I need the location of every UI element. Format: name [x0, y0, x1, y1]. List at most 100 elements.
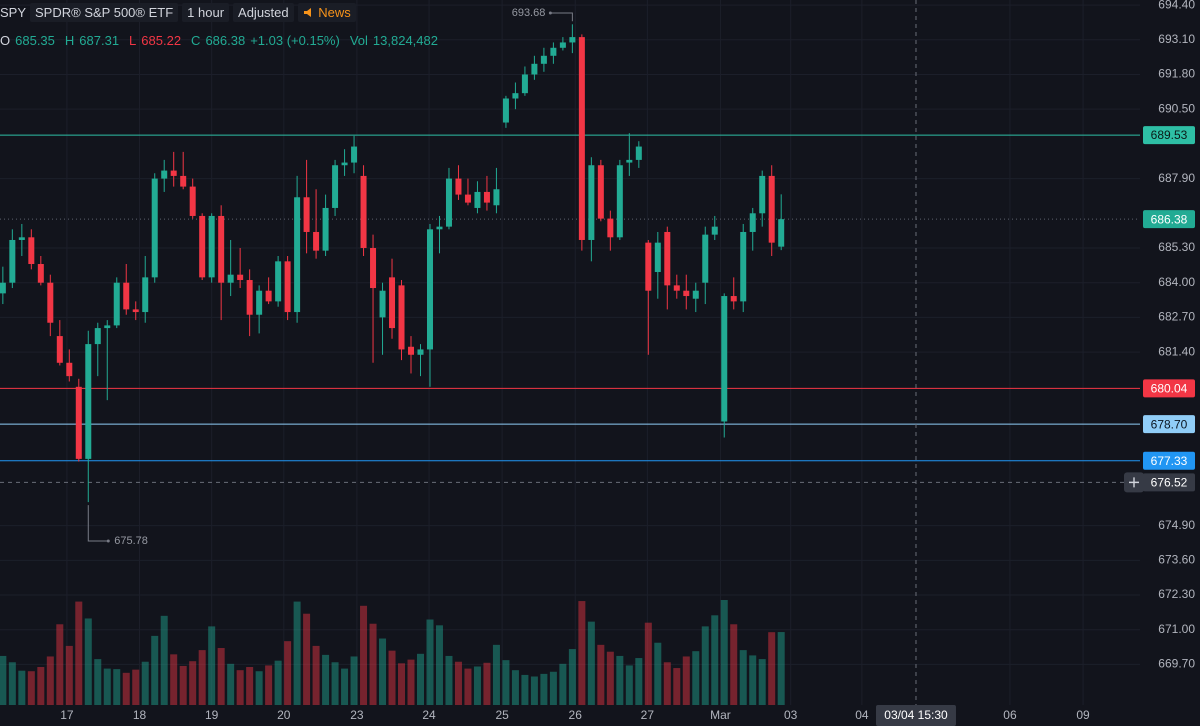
candle-body: [218, 215, 225, 283]
volume-bar: [398, 663, 406, 705]
volume-bar: [483, 662, 491, 705]
volume-bar: [711, 615, 719, 705]
y-tick-label: 671.00: [1158, 622, 1195, 636]
volume-bar: [341, 668, 349, 705]
price-line-label-bg: [1143, 126, 1195, 145]
symbol[interactable]: SPY: [0, 5, 27, 20]
candle-body: [75, 386, 82, 459]
x-tick-label: 09: [1076, 708, 1090, 722]
volume-bar: [549, 671, 557, 705]
volume-bar: [530, 676, 538, 705]
price-line-label: 686.38: [1151, 212, 1188, 226]
candle-body: [303, 197, 310, 232]
candle-body: [464, 194, 471, 203]
candle-body: [683, 290, 690, 297]
volume-bar: [720, 600, 728, 705]
volume-bar: [284, 641, 292, 705]
symbol-header: SPY SPDR® S&P 500® ETF 1 hour Adjusted N…: [0, 3, 356, 22]
price-line-label: 677.33: [1151, 454, 1188, 468]
ohlc-legend: O 685.35 H 687.31 L 685.22 C 686.38 +1.0…: [0, 33, 438, 48]
x-tick-label: 03: [784, 708, 798, 722]
low-marker-dot: [106, 539, 110, 543]
y-tick-label: 681.40: [1158, 344, 1195, 358]
volume-bar: [559, 663, 567, 705]
volume-bar: [293, 601, 301, 705]
low-label: L: [129, 33, 137, 48]
volume-bar: [160, 615, 168, 705]
volume-bar: [701, 626, 709, 705]
candle-body: [626, 159, 633, 163]
volume-bar: [141, 661, 149, 705]
crosshair-time-label: 03/04 15:30: [884, 708, 948, 722]
volume-bar: [502, 660, 510, 705]
candle-body: [189, 186, 196, 216]
volume-bar: [407, 659, 415, 705]
y-tick-label: 682.70: [1158, 310, 1195, 324]
y-tick-label: 694.40: [1158, 0, 1195, 11]
candle-body: [351, 146, 358, 163]
volume-label: Vol: [349, 33, 368, 48]
candle-body: [389, 277, 396, 329]
close-value: 686.38: [205, 33, 246, 48]
news-label: News: [318, 5, 351, 20]
candle-body: [227, 274, 234, 283]
low-value: 685.22: [141, 33, 182, 48]
candle-body: [142, 277, 149, 313]
volume-bar: [350, 656, 358, 705]
candle-body: [104, 325, 111, 329]
volume-bar: [654, 642, 662, 705]
volume-bar: [274, 660, 282, 705]
candle-body: [426, 229, 433, 350]
change: +1.03 (+0.15%): [250, 33, 340, 48]
candle-body: [360, 175, 367, 248]
description[interactable]: SPDR® S&P 500® ETF: [30, 3, 179, 22]
candle-body: [113, 282, 120, 326]
y-tick-label: 672.30: [1158, 587, 1195, 601]
candle-body: [721, 296, 728, 422]
candle-body: [645, 242, 652, 291]
add-alert-button[interactable]: [1124, 472, 1144, 493]
y-tick-label: 690.50: [1158, 101, 1195, 115]
interval[interactable]: 1 hour: [182, 3, 230, 22]
volume-bar: [236, 670, 244, 705]
adjustment[interactable]: Adjusted: [233, 3, 294, 22]
volume-bar: [511, 670, 519, 705]
candle-body: [607, 218, 614, 238]
candle-body: [550, 47, 557, 56]
candle-body: [483, 191, 490, 203]
x-tick-label: 26: [569, 708, 583, 722]
volume-bar: [312, 645, 320, 705]
volume-bar: [170, 654, 178, 705]
candle-body: [265, 290, 272, 302]
volume-bar: [749, 655, 757, 705]
price-line-label-bg: [1143, 379, 1195, 398]
close-label: C: [191, 33, 201, 48]
x-tick-label: 04: [855, 708, 869, 722]
candle-body: [18, 237, 25, 240]
candle-body: [749, 213, 756, 232]
price-line-label-bg: [1143, 451, 1195, 470]
candle-body: [322, 207, 329, 251]
volume-bar: [616, 655, 624, 705]
high-marker-label: 693.68: [512, 7, 546, 19]
volume-bar: [322, 654, 330, 705]
candle-body: [702, 234, 709, 283]
news-button[interactable]: News: [297, 3, 356, 22]
volume-bar: [445, 655, 453, 705]
candle-body: [740, 231, 747, 302]
volume-bar: [0, 655, 7, 705]
volume-bar: [521, 674, 529, 705]
candle-body: [445, 178, 452, 227]
x-tick-label: 25: [495, 708, 509, 722]
price-line-label: 689.53: [1151, 128, 1188, 142]
candle-body: [664, 231, 671, 286]
candle-body: [66, 362, 73, 377]
candle-body: [455, 178, 462, 195]
candle-body: [284, 261, 291, 313]
x-tick-label: 17: [60, 708, 74, 722]
volume-bar: [122, 672, 130, 705]
volume-bar: [635, 658, 643, 705]
volume-bar: [8, 662, 16, 705]
volume-bar: [673, 668, 681, 705]
